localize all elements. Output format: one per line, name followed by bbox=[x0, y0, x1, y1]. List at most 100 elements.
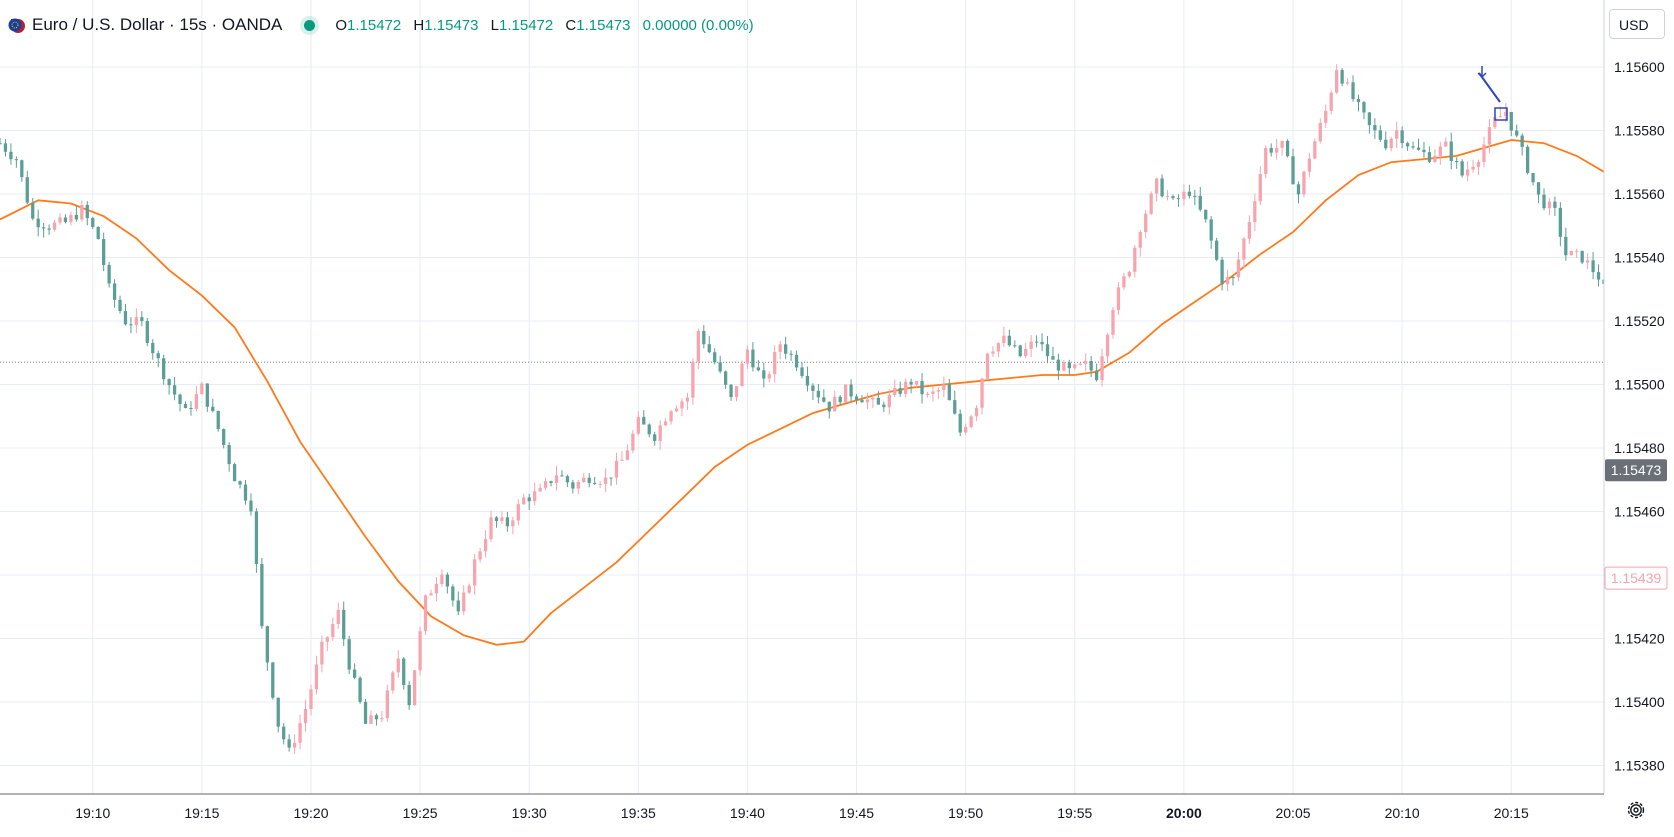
candle bbox=[1154, 177, 1159, 202]
candle bbox=[1051, 346, 1055, 360]
chart-legend: Euro / U.S. Dollar · 15s · OANDA O1.1547… bbox=[8, 13, 762, 37]
candle-body bbox=[1198, 195, 1202, 210]
settings-gear-icon[interactable] bbox=[1624, 798, 1648, 822]
candle bbox=[865, 392, 870, 409]
candle-body bbox=[871, 397, 875, 400]
candle-body bbox=[538, 487, 542, 492]
candle-body bbox=[1138, 232, 1142, 248]
candle bbox=[418, 626, 422, 676]
candle-body bbox=[85, 204, 89, 219]
price-tick-label: 1.15560 bbox=[1614, 186, 1665, 202]
candle-body bbox=[347, 639, 351, 670]
candle-body bbox=[1487, 127, 1492, 145]
candle bbox=[554, 466, 559, 491]
candle bbox=[680, 398, 684, 417]
candle-body bbox=[691, 361, 695, 398]
candle-body bbox=[473, 559, 477, 586]
candle bbox=[647, 423, 651, 438]
candle bbox=[385, 684, 389, 722]
candle bbox=[1138, 229, 1142, 257]
time-tick-label: 19:20 bbox=[293, 805, 328, 821]
candle-body bbox=[467, 585, 471, 593]
candle bbox=[483, 530, 488, 558]
candle-body bbox=[778, 344, 782, 352]
candle-body bbox=[1045, 344, 1050, 357]
candle-body bbox=[805, 375, 810, 386]
candle-body bbox=[1094, 370, 1099, 381]
candle-body bbox=[358, 677, 362, 702]
candle bbox=[1536, 182, 1541, 204]
candle bbox=[1258, 166, 1262, 206]
candle-body bbox=[740, 363, 744, 387]
candle bbox=[0, 137, 2, 145]
candle-body bbox=[151, 342, 155, 354]
time-axis[interactable]: 19:10 19:15 19:20 19:25 19:30 19:35 19:40 19:45… bbox=[0, 793, 1604, 832]
symbol-title[interactable]: Euro / U.S. Dollar · 15s · OANDA bbox=[32, 15, 283, 34]
price-tick-label: 1.15420 bbox=[1614, 631, 1665, 647]
candle-body bbox=[1307, 158, 1312, 172]
annotation-box bbox=[1494, 107, 1508, 121]
candle-body bbox=[1209, 219, 1213, 241]
candle-body bbox=[178, 394, 182, 404]
candle bbox=[1395, 121, 1399, 148]
candle bbox=[953, 390, 957, 415]
candle-body bbox=[1542, 194, 1546, 209]
candle-body bbox=[674, 408, 679, 412]
candle bbox=[1013, 340, 1017, 348]
candle bbox=[729, 384, 733, 401]
candle bbox=[162, 354, 166, 385]
candle bbox=[887, 389, 891, 415]
candle bbox=[838, 395, 842, 406]
candle bbox=[325, 636, 329, 652]
candle-body bbox=[74, 214, 79, 220]
candle bbox=[942, 376, 946, 398]
candle-body bbox=[309, 689, 313, 709]
candle-body bbox=[1547, 201, 1552, 209]
candle-body bbox=[1154, 178, 1159, 194]
candle-body bbox=[876, 397, 881, 405]
candle bbox=[336, 602, 340, 629]
candle-body bbox=[1187, 191, 1191, 196]
candle bbox=[58, 213, 62, 225]
candle-body bbox=[893, 388, 897, 395]
candle-body bbox=[789, 353, 793, 355]
candle bbox=[789, 350, 793, 361]
candle-body bbox=[713, 352, 717, 363]
candle bbox=[642, 410, 646, 425]
price-axis[interactable]: 1.15600 1.15580 1.15560 1.15540 1.15520 1.155… bbox=[1603, 0, 1674, 794]
candle-body bbox=[1133, 247, 1137, 272]
candle-body bbox=[991, 351, 995, 354]
candle-body bbox=[1449, 141, 1453, 161]
candle-body bbox=[200, 383, 204, 395]
candle-body bbox=[429, 593, 433, 596]
candle-body bbox=[773, 351, 777, 375]
candle-body bbox=[931, 391, 935, 394]
candle bbox=[1389, 136, 1393, 152]
candle-body bbox=[162, 358, 166, 380]
price-tick-label: 1.15520 bbox=[1614, 313, 1665, 329]
candle bbox=[653, 431, 657, 446]
candle-body bbox=[980, 378, 984, 408]
candle bbox=[232, 462, 237, 482]
candle bbox=[909, 378, 913, 394]
candle bbox=[167, 378, 171, 395]
currency-button[interactable]: USD bbox=[1609, 9, 1665, 39]
candle-body bbox=[614, 460, 619, 478]
candle-body bbox=[696, 330, 700, 362]
candle bbox=[47, 224, 51, 235]
current-price-label: 1.15473 bbox=[1611, 462, 1662, 478]
candle-body bbox=[1400, 130, 1404, 144]
candle bbox=[440, 569, 444, 587]
candle bbox=[20, 159, 24, 182]
candle bbox=[1045, 335, 1050, 364]
eur-usd-flag-icon[interactable] bbox=[8, 16, 26, 34]
candle-body bbox=[1575, 250, 1579, 252]
candle bbox=[1378, 125, 1382, 142]
market-open-status-icon[interactable] bbox=[304, 19, 316, 31]
drawing-annotation[interactable] bbox=[1477, 66, 1508, 121]
candle-body bbox=[953, 400, 957, 414]
candle-body bbox=[271, 662, 275, 698]
low-value: 1.15472 bbox=[499, 16, 554, 34]
